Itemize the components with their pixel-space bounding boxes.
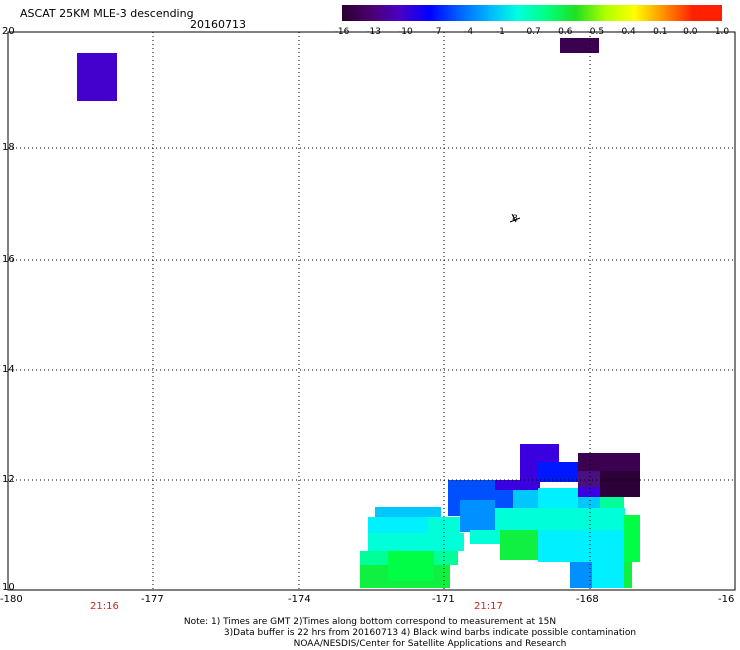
wind-data-blocks [77,38,640,588]
colorbar-tick-label: 1.0 [714,27,730,37]
data-cell [460,500,495,532]
y-tick-14: 14 [2,364,15,375]
grid-lines [8,32,735,590]
data-cell [375,507,441,517]
data-cell [538,530,626,562]
x-tick-neg174: -174 [288,594,311,605]
wind-barb-icon [509,213,521,223]
x-tick-neg171: -171 [432,594,455,605]
colorbar-segment [663,5,694,21]
data-cell [388,551,434,581]
colorbar-segment [605,5,635,21]
colorbar-tick-label: -1 [495,27,505,37]
data-cell [538,488,578,508]
x-tick-neg168: -168 [576,594,599,605]
colorbar-segment [692,5,723,21]
data-cell [538,462,578,482]
data-cell [600,471,640,497]
map-date: 20160713 [190,18,246,31]
y-tick-12: 12 [2,474,15,485]
data-cell [578,453,640,471]
data-cell [500,530,538,560]
data-cell [368,517,428,533]
contamination-marker: 8 [512,214,518,224]
colorbar-tick-label: -4 [464,27,474,37]
colorbar-segment [575,5,606,21]
colorbar [342,5,723,21]
colorbar-segment [517,5,548,21]
data-cell [520,444,559,462]
data-cell [513,490,538,508]
data-cell [570,562,592,588]
note-line-1: Note: 1) Times are GMT 2)Times along bot… [183,617,557,627]
y-tick-18: 18 [2,142,15,153]
y-tick-10: 10 [2,582,15,593]
time-label-2: 21:17 [474,601,503,612]
colorbar-segment [458,5,489,21]
colorbar-tick-label: -0.6 [554,27,573,37]
plot-frame [7,31,736,591]
colorbar-tick-label: -7 [432,27,442,37]
colorbar-tick-label: -0.7 [523,27,541,37]
colorbar-tick-label: -10 [397,27,413,37]
colorbar-tick-label: 0.0 [683,27,698,37]
data-cell [495,508,625,530]
time-label-1: 21:16 [90,601,119,612]
data-cell [578,471,600,487]
data-cell [448,480,495,500]
colorbar-tick-label: -0.5 [586,27,605,37]
y-tick-16: 16 [2,254,15,265]
map-title: ASCAT 25KM MLE-3 descending [20,7,194,20]
data-cell [592,562,624,588]
x-tick-neg16: -16 [718,594,735,605]
y-tick-20: 20 [2,26,15,37]
data-cell [520,462,538,482]
data-cell [578,497,600,508]
data-cell [368,533,464,551]
colorbar-segment [429,5,460,21]
colorbar-tick-label: -0.1 [649,27,668,37]
colorbar-segment [488,5,518,21]
colorbar-tick-label: -13 [366,27,382,37]
data-cell [624,515,640,562]
colorbar-tick-label: -16 [334,27,350,37]
colorbar-segment [342,5,372,21]
colorbar-segment [634,5,665,21]
data-cell [448,500,460,516]
data-cell [77,53,117,101]
note-line-3: NOAA/NESDIS/Center for Satellite Applica… [293,639,567,649]
data-cell [560,38,599,53]
data-cell [495,490,513,508]
colorbar-tick-label: -0.4 [618,27,636,37]
colorbar-segment [371,5,401,21]
x-tick-neg177: -177 [141,594,164,605]
data-cell [624,562,632,588]
data-cell [578,487,600,497]
note-line-2: 3)Data buffer is 22 hrs from 20160713 4)… [223,628,637,638]
data-cell [495,480,540,490]
x-tick-neg180: -180 [0,594,23,605]
colorbar-segment [546,5,577,21]
colorbar-segment [400,5,431,21]
